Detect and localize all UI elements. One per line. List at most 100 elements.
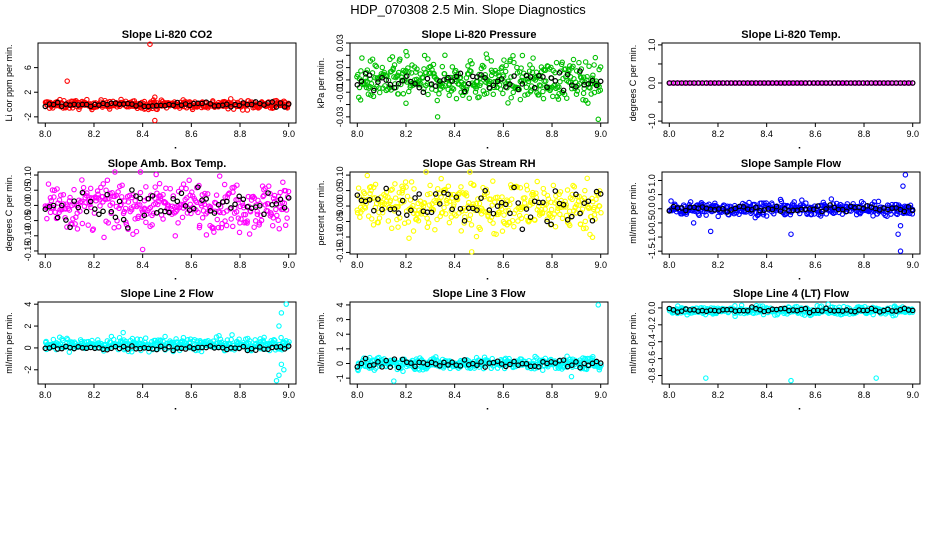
data-point — [125, 348, 132, 355]
data-point — [132, 197, 138, 204]
data-point — [275, 217, 281, 224]
data-point — [589, 234, 596, 241]
plot-frame — [661, 171, 921, 255]
average-point — [232, 201, 238, 208]
data-point — [80, 184, 87, 191]
data-point — [244, 107, 251, 113]
average-point — [515, 86, 521, 93]
average-point — [83, 208, 90, 215]
data-point — [427, 182, 433, 189]
data-point — [552, 223, 559, 230]
data-point — [95, 337, 101, 343]
data-point — [548, 199, 554, 205]
x-tick-label: 9.0 — [906, 129, 919, 139]
data-point — [64, 224, 70, 230]
x-tick-label: 8.8 — [546, 260, 559, 270]
x-tick-label: 8.6 — [809, 260, 822, 270]
data-point — [389, 54, 396, 60]
average-point — [449, 206, 455, 213]
chart-panel-4: Slope Amb. Box Temp. 8.0 8.2 8.4 8.6 8.8 9.0 -0… — [4, 158, 297, 280]
average-point — [474, 74, 480, 80]
data-point — [468, 68, 474, 75]
x-tick-label: 9.0 — [282, 390, 295, 400]
x-tick-label: 8.4 — [448, 260, 461, 270]
data-point — [55, 200, 61, 206]
x-tick-label: 8.4 — [760, 129, 773, 139]
x-tick-label: 8.2 — [712, 390, 725, 400]
y-axis-label: ml/min per min. — [628, 312, 638, 374]
average-point — [465, 80, 472, 87]
x-tick-label: 9.0 — [594, 390, 607, 400]
average-point — [170, 347, 176, 354]
data-point — [137, 189, 144, 196]
y-tick-label: 0 — [335, 361, 345, 366]
chart-panel-7: Slope Line 2 Flow 8.0 8.2 8.4 8.6 8.8 9.0 -2 0 2 4… — [4, 288, 297, 410]
data-point — [142, 335, 149, 341]
data-point — [559, 215, 566, 222]
average-point — [527, 74, 534, 80]
average-point — [585, 81, 592, 87]
data-point — [826, 310, 832, 316]
data-point — [507, 57, 513, 63]
data-point — [803, 200, 809, 206]
data-point — [570, 56, 577, 63]
average-point — [383, 77, 389, 83]
average-point — [391, 356, 398, 362]
data-point — [213, 192, 220, 198]
series-points — [354, 302, 604, 384]
data-point — [577, 221, 584, 227]
average-point — [240, 343, 247, 350]
average-point — [96, 211, 102, 218]
average-point — [457, 70, 464, 77]
average-point — [236, 102, 242, 109]
data-point — [424, 224, 431, 231]
data-point — [426, 202, 433, 208]
average-point — [507, 361, 513, 368]
data-point — [376, 89, 383, 96]
data-point — [490, 91, 497, 98]
average-point — [905, 204, 912, 210]
data-point — [497, 86, 504, 92]
x-tick-label: 8.0 — [351, 129, 364, 139]
y-tick-label: 2 — [23, 90, 33, 95]
average-point — [408, 207, 414, 214]
y-tick-label: 6 — [23, 65, 33, 70]
x-tick-label: 8.2 — [400, 129, 413, 139]
x-tick-label: 8.6 — [497, 129, 510, 139]
data-point — [143, 219, 149, 226]
average-point — [823, 305, 829, 312]
y-tick-label: 0.10 — [335, 166, 345, 184]
x-tick-label: 8.0 — [351, 390, 364, 400]
y-tick-label: -1.0 — [647, 113, 657, 129]
data-point — [392, 181, 398, 187]
data-point — [582, 218, 589, 225]
y-tick-label: 1 — [335, 346, 345, 351]
data-point — [361, 190, 368, 197]
average-point — [354, 82, 361, 88]
data-point — [408, 179, 415, 185]
average-point — [277, 100, 284, 106]
data-point — [570, 182, 576, 189]
data-point — [521, 200, 528, 206]
average-point — [593, 188, 600, 195]
data-point — [434, 216, 440, 223]
data-point — [273, 206, 279, 213]
average-point — [441, 77, 447, 83]
data-point — [258, 217, 265, 224]
data-point — [732, 313, 738, 320]
data-point — [228, 216, 234, 222]
outlier-point — [281, 367, 287, 373]
data-point — [828, 196, 835, 202]
data-point — [689, 80, 695, 86]
y-tick-label: 0.0 — [647, 77, 657, 90]
data-point — [589, 75, 596, 81]
outlier-point — [468, 249, 475, 255]
data-point — [581, 85, 587, 92]
outlier-point — [873, 375, 879, 381]
data-point — [598, 362, 604, 369]
x-tick-label: 8.0 — [663, 390, 676, 400]
outlier-point — [64, 78, 70, 84]
data-point — [373, 63, 380, 70]
x-tick-label: 8.6 — [809, 129, 822, 139]
